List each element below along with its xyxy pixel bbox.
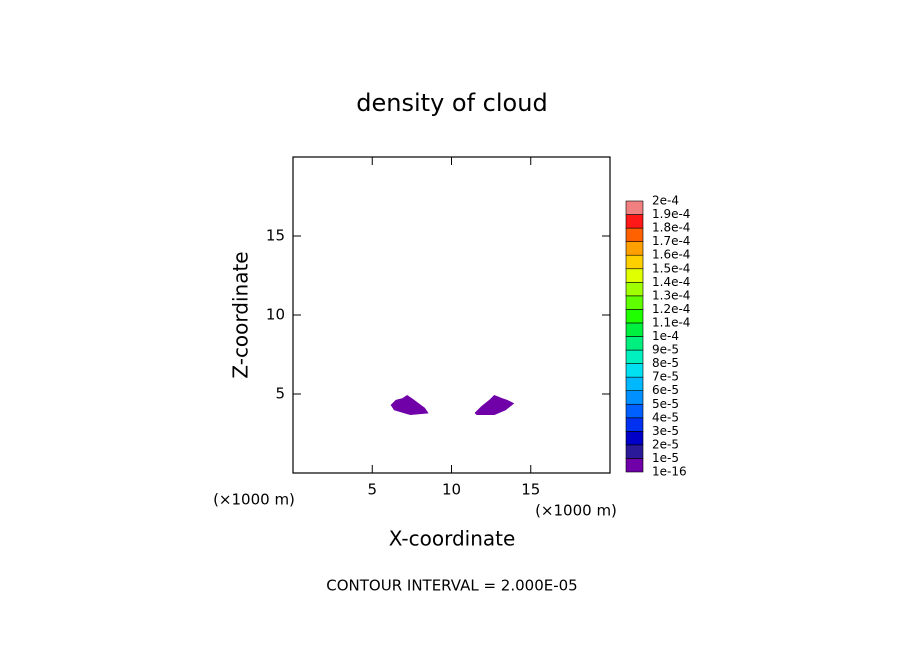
colorbar-label: 2e-4 — [652, 194, 679, 208]
colorbar-label: 1.1e-4 — [652, 315, 690, 329]
colorbar-label: 5e-5 — [652, 397, 679, 411]
colorbar-band — [625, 349, 644, 364]
colorbar-band — [625, 417, 644, 432]
colorbar-band — [625, 336, 644, 351]
colorbar-label: 2e-5 — [652, 437, 679, 451]
colorbar-band — [625, 322, 644, 337]
colorbar-label: 7e-5 — [652, 370, 679, 384]
colorbar-label: 9e-5 — [652, 343, 679, 357]
colorbar-label: 1.4e-4 — [652, 275, 690, 289]
colorbar-label: 1.6e-4 — [652, 248, 690, 262]
colorbar-label: 3e-5 — [652, 424, 679, 438]
colorbar-label: 1.7e-4 — [652, 234, 690, 248]
y-axis-label: Z-coordinate — [229, 251, 253, 378]
colorbar-band — [625, 390, 644, 405]
colorbar-band — [625, 254, 644, 270]
contour-region — [474, 394, 515, 416]
colorbar-band — [625, 458, 644, 473]
colorbar-label: 1e-5 — [652, 451, 679, 465]
x-tick-label: 5 — [367, 481, 377, 499]
colorbar-band — [625, 281, 644, 297]
plot-frame — [292, 156, 611, 474]
footer: CONTOUR INTERVAL = 2.000E-05 — [326, 577, 577, 595]
colorbar-label: 8e-5 — [652, 356, 679, 370]
x-tick-label: 10 — [442, 481, 461, 499]
colorbar-band — [625, 376, 644, 391]
colorbar-label: 1.3e-4 — [652, 288, 690, 302]
colorbar-label: 4e-5 — [652, 410, 679, 424]
colorbar-label: 1.2e-4 — [652, 302, 690, 316]
colorbar-label: 1.8e-4 — [652, 221, 690, 235]
x-unit: (×1000 m) — [213, 491, 295, 509]
colorbar-label: 1.5e-4 — [652, 261, 690, 275]
colorbar-band — [625, 403, 644, 419]
colorbar-label: 6e-5 — [652, 383, 679, 397]
colorbar-band — [625, 309, 644, 324]
colorbar-label: 1.9e-4 — [652, 207, 690, 221]
colorbar-band — [625, 431, 644, 446]
colorbar-band — [625, 444, 644, 459]
colorbar-band — [625, 227, 644, 242]
colorbar-band — [625, 200, 644, 215]
colorbar-band — [625, 268, 644, 283]
y-unit: (×1000 m) — [535, 502, 617, 520]
y-tick-label: 15 — [266, 227, 285, 245]
colorbar-label: 1e-4 — [652, 329, 679, 343]
colorbar-band — [625, 363, 644, 378]
y-tick-label: 10 — [266, 306, 285, 324]
colorbar-label: 1e-16 — [652, 465, 687, 479]
colorbar-band — [625, 241, 644, 256]
x-axis-label: X-coordinate — [389, 527, 516, 551]
colorbar-band — [625, 295, 644, 310]
y-tick-label: 5 — [275, 385, 285, 403]
x-tick-label: 15 — [521, 481, 540, 499]
contour-region — [390, 394, 429, 416]
chart-title: density of cloud — [356, 89, 547, 117]
colorbar-band — [625, 214, 644, 229]
